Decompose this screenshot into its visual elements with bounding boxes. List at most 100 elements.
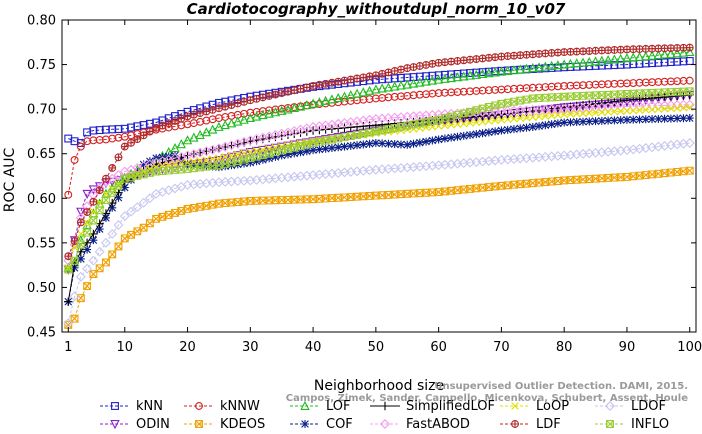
legend-label-inflo: INFLO	[631, 417, 669, 432]
x-tick-label: 40	[305, 340, 322, 355]
data-point-inflo	[64, 265, 73, 274]
data-point-kdeos	[83, 282, 92, 291]
data-point-inflo	[139, 170, 148, 179]
data-point-inflo	[95, 206, 104, 215]
x-axis-label: Neighborhood size	[314, 378, 444, 394]
legend-label-ldof: LDOF	[631, 399, 666, 414]
data-point-inflo	[365, 128, 374, 137]
data-point-ldof	[69, 291, 80, 302]
legend-label-cof: COF	[326, 417, 353, 432]
data-point-loop	[503, 115, 512, 124]
data-point-cof	[120, 183, 129, 192]
data-point-kdeos	[434, 188, 443, 196]
data-point-loop	[447, 121, 455, 129]
data-point-ldof	[75, 271, 86, 282]
data-point-cof	[648, 115, 657, 124]
data-point-lof	[465, 70, 475, 80]
data-point-cof	[365, 139, 374, 148]
data-point-lof	[553, 60, 563, 70]
data-point-lof	[182, 135, 193, 145]
data-point-cof	[353, 141, 362, 150]
data-point-inflo	[196, 163, 205, 172]
data-point-lof	[258, 110, 268, 120]
data-point-inflo	[685, 87, 694, 96]
data-point-cof	[271, 152, 280, 161]
data-point-ldf	[428, 59, 437, 68]
data-point-kdeos	[189, 203, 198, 212]
data-point-lof	[685, 46, 695, 57]
data-point-inflo	[321, 136, 330, 145]
x-tick-label: 20	[179, 340, 196, 355]
data-point-ldf	[302, 83, 311, 92]
data-point-ldf	[390, 67, 399, 75]
data-point-cof	[89, 236, 98, 245]
data-point-loop	[497, 116, 506, 124]
data-point-ldf	[679, 43, 688, 52]
data-point-lof	[251, 111, 262, 121]
data-point-lof	[659, 49, 670, 59]
data-point-ldf	[648, 44, 657, 53]
data-point-inflo	[302, 140, 311, 149]
data-point-lof	[396, 80, 406, 90]
data-point-loop	[227, 151, 236, 160]
data-point-lof	[245, 112, 256, 123]
data-point-inflo	[208, 162, 217, 170]
legend: kNN ODIN kNNW KDEOS LOF COF SimplifiedLOF FastA…	[100, 399, 669, 432]
data-point-simplifiedlof	[578, 101, 588, 110]
data-point-ldf	[189, 110, 198, 119]
data-point-cof	[83, 245, 92, 254]
data-point-ldof	[94, 246, 105, 257]
data-point-cof	[346, 141, 355, 150]
data-point-ldf	[334, 77, 343, 86]
watermark-line-1: Unsupervised Outlier Detection. DAMI, 20…	[434, 381, 688, 392]
data-point-inflo	[397, 122, 405, 131]
data-point-inflo	[89, 216, 98, 225]
data-point-lof	[76, 234, 86, 245]
data-point-lof	[233, 116, 243, 126]
data-point-ldf	[403, 64, 412, 73]
data-point-ldf	[296, 84, 305, 93]
series-cof	[64, 114, 694, 306]
data-point-ldf	[484, 53, 493, 62]
data-point-ldf	[528, 50, 537, 59]
data-point-ldf	[64, 252, 73, 261]
data-point-lof	[377, 83, 387, 93]
data-point-inflo	[384, 125, 393, 134]
data-point-kdeos	[629, 172, 638, 181]
data-point-loop	[202, 156, 211, 164]
data-point-odin	[76, 207, 86, 217]
x-tick-label: 30	[242, 340, 259, 355]
data-point-cof	[315, 145, 324, 154]
data-point-ldf	[478, 54, 487, 63]
data-point-loop	[516, 114, 525, 123]
data-point-loop	[667, 104, 675, 113]
legend-label-lof: LOF	[326, 399, 351, 414]
data-point-cof	[396, 140, 405, 149]
data-point-cof	[597, 116, 606, 125]
data-point-cof	[434, 135, 443, 144]
data-point-ldf	[196, 109, 205, 117]
data-point-inflo	[346, 132, 355, 141]
legend-marker-loop	[511, 402, 519, 410]
data-point-loop	[554, 111, 562, 119]
data-point-lof	[189, 132, 199, 142]
legend-item-knnw: kNNW	[184, 399, 260, 414]
data-point-ldf	[221, 102, 230, 111]
legend-marker-lof	[300, 400, 310, 410]
data-point-ldof	[119, 211, 130, 222]
data-point-kdeos	[145, 219, 154, 228]
data-point-cof	[591, 117, 600, 126]
data-point-cof	[453, 132, 462, 141]
data-point-loop	[384, 127, 393, 136]
data-point-cof	[296, 148, 305, 157]
data-point-ldf	[127, 138, 135, 147]
data-point-inflo	[497, 99, 506, 108]
data-point-loop	[585, 109, 594, 117]
data-point-odin	[264, 144, 274, 154]
data-point-ldf	[566, 47, 575, 56]
data-point-ldf	[547, 49, 556, 57]
data-point-cof	[491, 127, 500, 136]
data-point-cof	[334, 143, 343, 152]
legend-item-ldof: LDOF	[595, 399, 666, 414]
data-point-ldf	[459, 56, 468, 65]
